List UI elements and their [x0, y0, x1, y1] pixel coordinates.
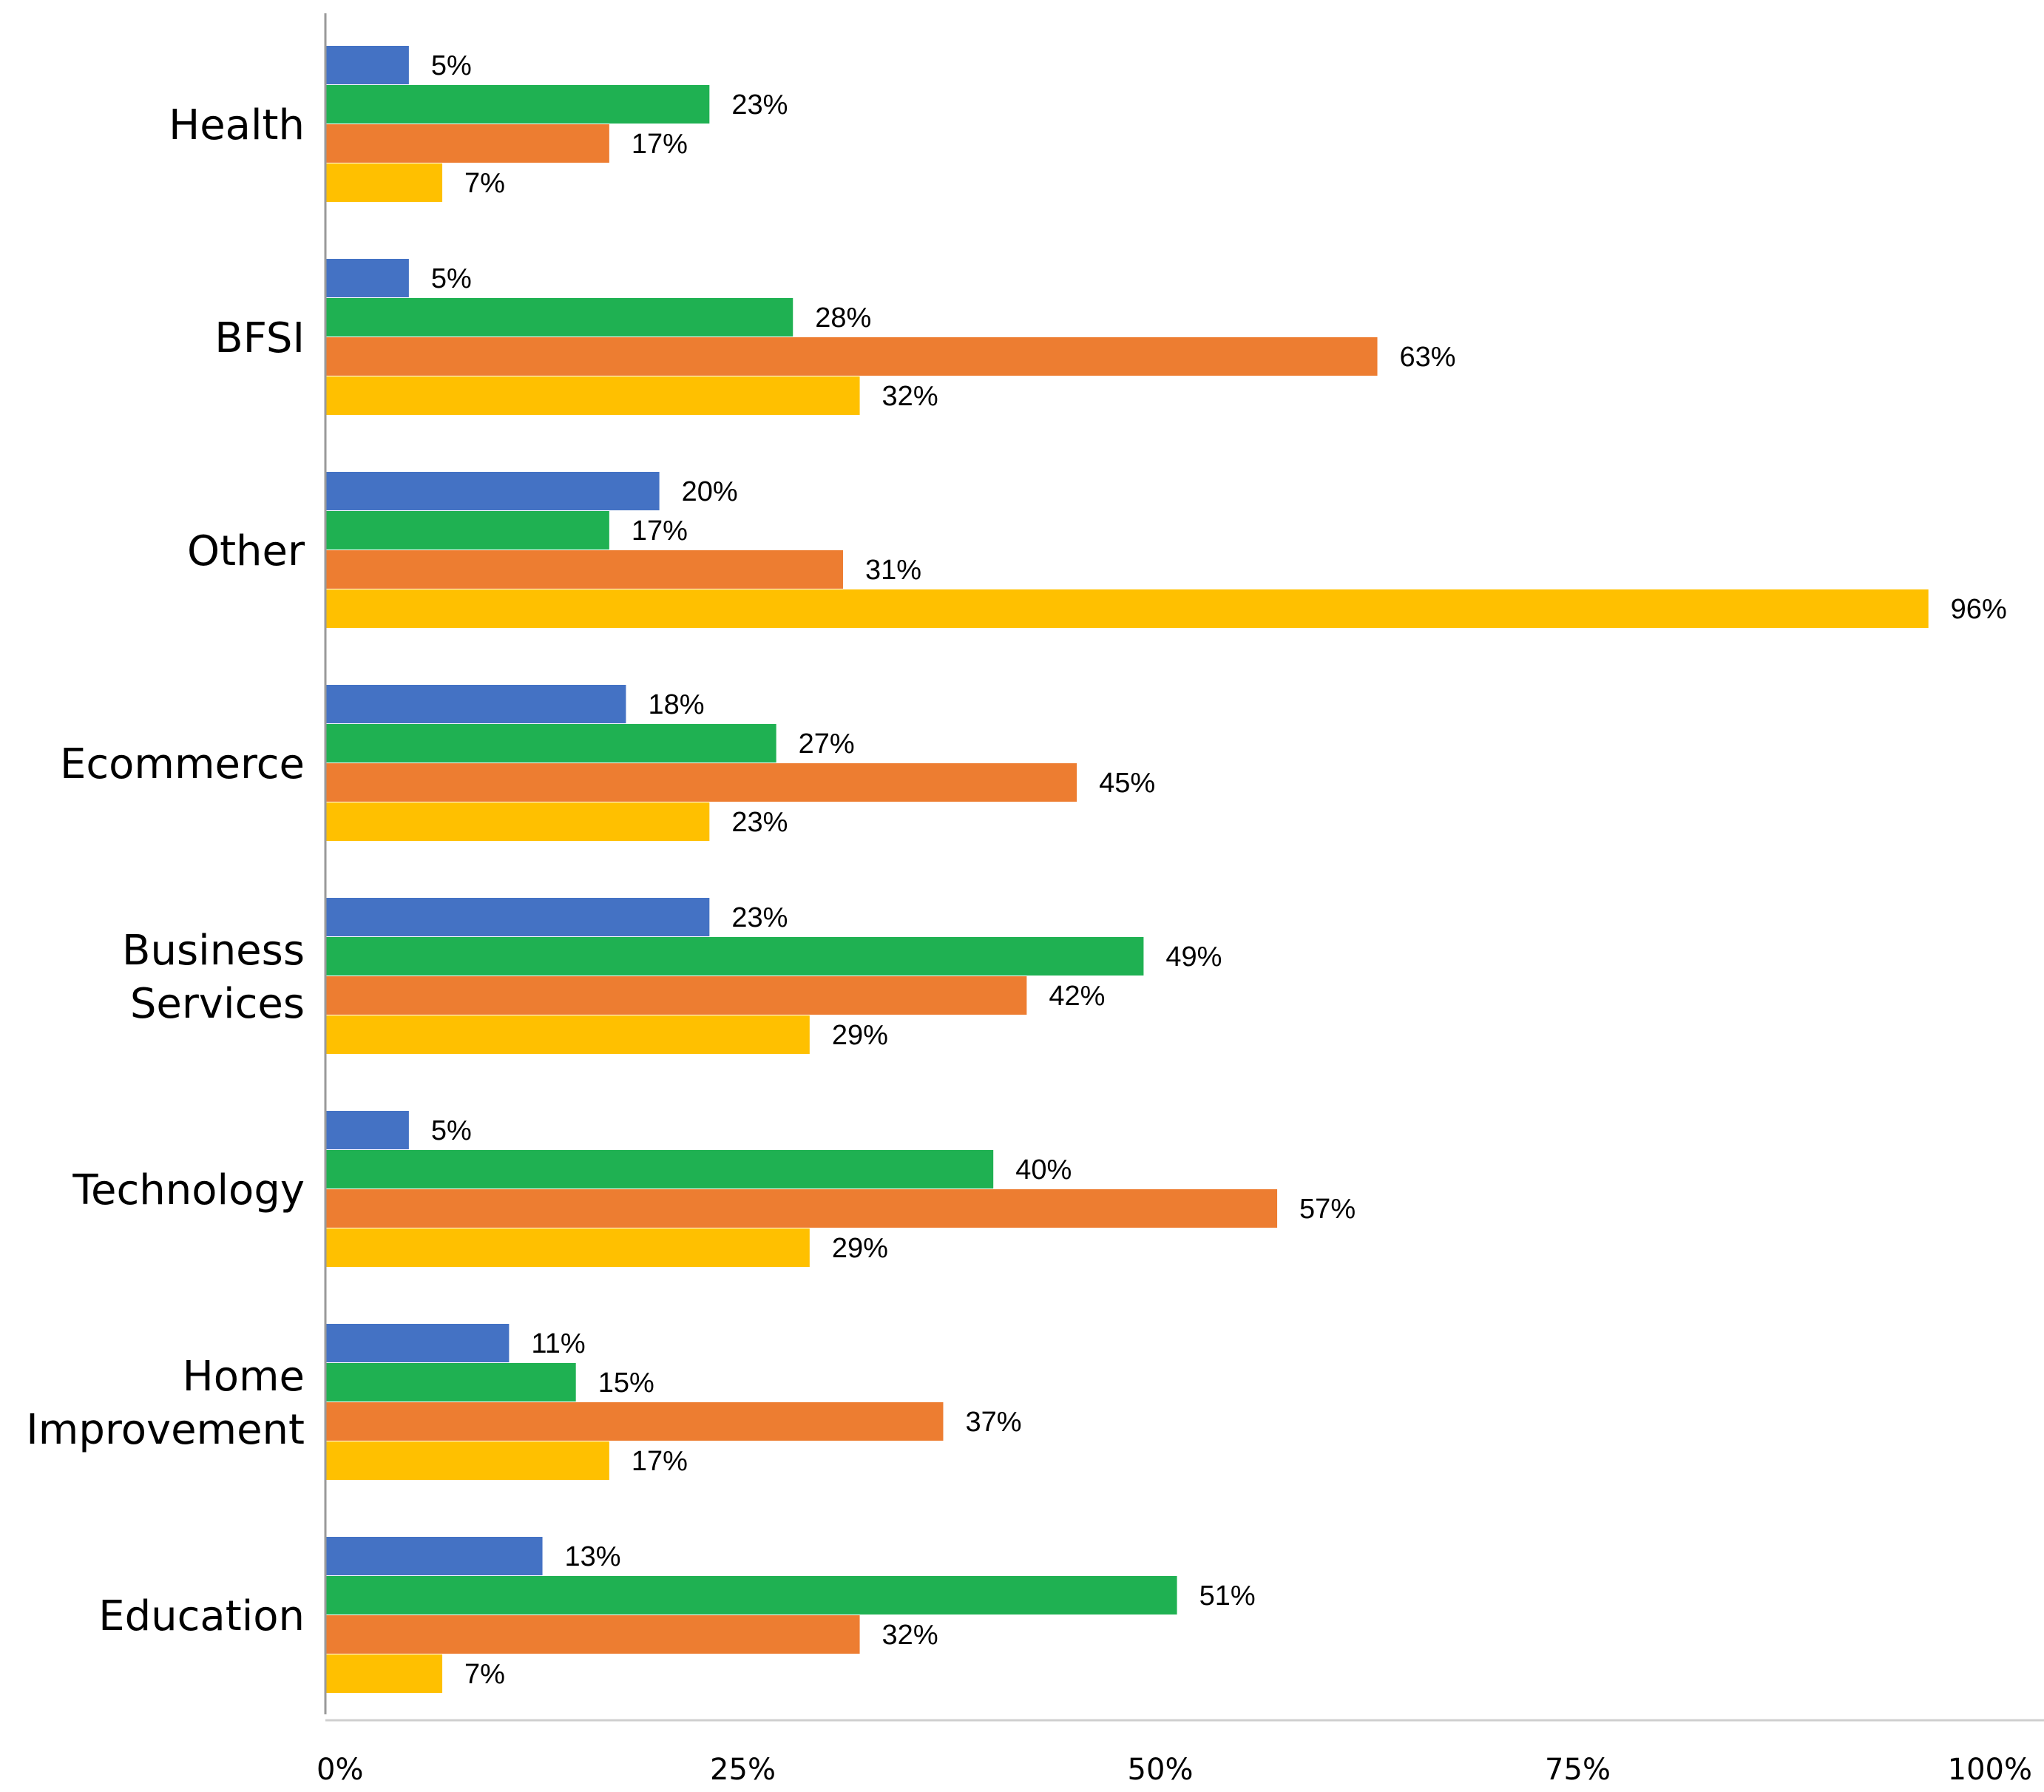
category-labels-layer: Health BFSI Other Ecommerce Business Services…	[26, 101, 305, 1640]
value-label-series-3-cat-6: 57%	[1299, 1194, 1356, 1225]
bar-series-3-cat-7	[325, 1402, 944, 1441]
value-label-series-1-cat-1: 5%	[431, 50, 472, 81]
bar-series-4-cat-8	[325, 1654, 443, 1693]
bar-series-1-cat-2	[325, 259, 409, 297]
category-label-3: Other	[187, 527, 305, 575]
bar-series-1-cat-6	[325, 1111, 409, 1149]
value-label-series-2-cat-7: 15%	[598, 1367, 654, 1399]
value-label-series-2-cat-2: 28%	[815, 302, 871, 334]
category-label-8: Education	[98, 1592, 305, 1640]
value-label-series-4-cat-2: 32%	[882, 381, 938, 412]
value-label-series-2-cat-8: 51%	[1199, 1580, 1256, 1612]
bar-series-4-cat-7	[325, 1441, 609, 1480]
category-label-7-line-2: Improvement	[26, 1406, 305, 1454]
category-label-6: Technology	[72, 1166, 305, 1214]
value-label-series-3-cat-2: 63%	[1400, 342, 1456, 373]
category-label-1: Health	[169, 101, 305, 149]
value-label-series-2-cat-5: 49%	[1165, 941, 1222, 973]
bar-series-2-cat-2	[325, 298, 793, 337]
bar-series-2-cat-4	[325, 724, 776, 763]
bar-series-2-cat-7	[325, 1363, 576, 1402]
value-label-series-4-cat-7: 17%	[632, 1446, 688, 1477]
value-labels-layer: 5% 23% 17% 7% 5% 28% 63% 32% 20% 17% 31% 96% 18% 27% 4…	[431, 50, 2007, 1690]
bar-series-4-cat-4	[325, 802, 710, 841]
value-label-series-1-cat-7: 11%	[531, 1328, 585, 1359]
value-label-series-3-cat-3: 31%	[865, 555, 921, 586]
bar-series-4-cat-3	[325, 589, 1929, 628]
value-label-series-2-cat-6: 40%	[1015, 1154, 1072, 1186]
value-label-series-4-cat-6: 29%	[832, 1233, 888, 1264]
bar-series-4-cat-6	[325, 1228, 810, 1267]
bar-series-1-cat-1	[325, 46, 409, 84]
value-label-series-1-cat-6: 5%	[431, 1115, 472, 1146]
value-label-series-1-cat-5: 23%	[731, 902, 788, 933]
value-label-series-3-cat-4: 45%	[1099, 768, 1155, 799]
category-label-4: Ecommerce	[60, 740, 305, 788]
bar-series-4-cat-1	[325, 163, 443, 202]
category-label-2: BFSI	[214, 314, 305, 362]
x-tick-label-1: 0%	[317, 1753, 363, 1787]
bar-series-3-cat-1	[325, 124, 609, 163]
bar-series-2-cat-5	[325, 937, 1144, 976]
bar-series-1-cat-4	[325, 685, 626, 723]
value-label-series-1-cat-4: 18%	[648, 689, 704, 720]
bar-series-1-cat-8	[325, 1537, 543, 1575]
value-label-series-4-cat-3: 96%	[1951, 594, 2007, 625]
value-label-series-2-cat-4: 27%	[799, 728, 855, 760]
axes-layer	[324, 13, 2044, 1722]
value-label-series-3-cat-7: 37%	[965, 1407, 1021, 1438]
bar-series-3-cat-5	[325, 976, 1027, 1015]
x-tick-label-5: 100%	[1948, 1753, 2032, 1787]
bar-series-1-cat-7	[325, 1324, 510, 1362]
category-label-5-line-1: Business	[122, 927, 305, 975]
x-tick-label-2: 25%	[710, 1753, 776, 1787]
bar-series-3-cat-4	[325, 763, 1077, 802]
bar-series-3-cat-8	[325, 1615, 860, 1654]
x-tick-label-4: 75%	[1545, 1753, 1611, 1787]
value-label-series-3-cat-1: 17%	[632, 129, 688, 160]
bar-series-2-cat-1	[325, 85, 710, 124]
bar-series-1-cat-5	[325, 898, 710, 936]
value-label-series-4-cat-8: 7%	[464, 1659, 505, 1690]
bar-series-3-cat-2	[325, 337, 1378, 376]
bar-series-2-cat-8	[325, 1576, 1177, 1615]
value-label-series-1-cat-2: 5%	[431, 263, 472, 294]
bar-series-1-cat-3	[325, 472, 660, 510]
value-label-series-4-cat-4: 23%	[731, 807, 788, 838]
bar-series-2-cat-6	[325, 1150, 994, 1189]
bar-series-4-cat-2	[325, 376, 860, 415]
bar-series-3-cat-6	[325, 1189, 1278, 1228]
bar-series-2-cat-3	[325, 511, 609, 550]
value-label-series-2-cat-1: 23%	[731, 89, 788, 121]
value-label-series-1-cat-8: 13%	[565, 1541, 621, 1572]
x-tick-label-3: 50%	[1128, 1753, 1194, 1787]
value-label-series-4-cat-5: 29%	[832, 1020, 888, 1051]
category-label-5-line-2: Services	[130, 980, 305, 1028]
value-label-series-4-cat-1: 7%	[464, 168, 505, 199]
category-label-7-line-1: Home	[183, 1353, 305, 1401]
bars-layer	[325, 46, 1929, 1693]
x-tick-labels-layer: 0% 25% 50% 75% 100%	[317, 1753, 2032, 1787]
value-label-series-2-cat-3: 17%	[632, 515, 688, 547]
bar-series-3-cat-3	[325, 550, 843, 589]
bar-series-4-cat-5	[325, 1015, 810, 1054]
value-label-series-1-cat-3: 20%	[682, 476, 738, 507]
value-label-series-3-cat-5: 42%	[1049, 981, 1105, 1012]
value-label-series-3-cat-8: 32%	[882, 1620, 938, 1651]
